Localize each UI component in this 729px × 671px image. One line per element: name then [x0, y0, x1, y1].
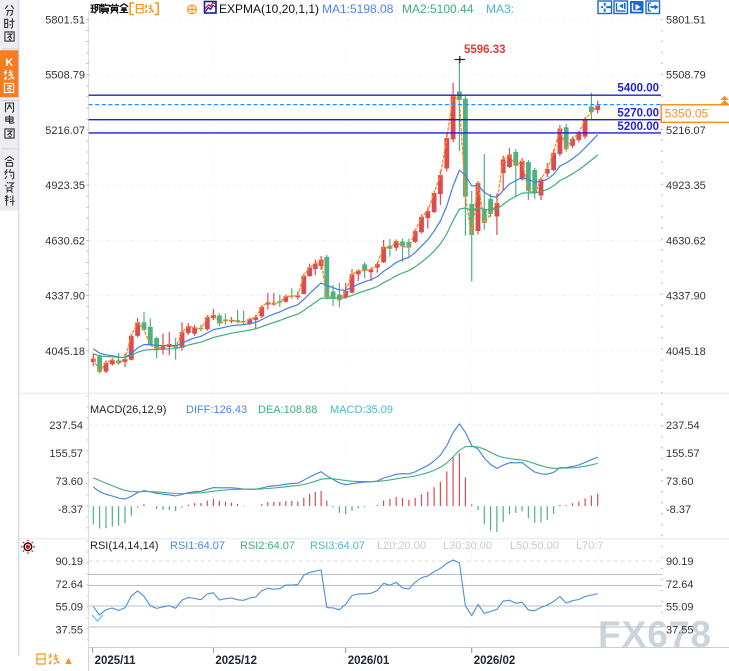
- svg-text:5270.00: 5270.00: [617, 108, 659, 120]
- svg-text:4045.18: 4045.18: [666, 346, 706, 358]
- svg-text:2026/01: 2026/01: [348, 655, 390, 667]
- svg-text:72.64: 72.64: [666, 579, 694, 591]
- svg-text:5400.00: 5400.00: [617, 82, 659, 94]
- svg-text:L30:30.00: L30:30.00: [443, 540, 492, 552]
- svg-text:5350.05: 5350.05: [665, 107, 709, 121]
- svg-text:73.60: 73.60: [666, 476, 694, 488]
- svg-text:5596.33: 5596.33: [464, 44, 506, 56]
- svg-text:MACD(26,12,9): MACD(26,12,9): [90, 404, 166, 416]
- svg-text:237.54: 237.54: [49, 420, 83, 432]
- svg-text:155.57: 155.57: [49, 448, 83, 460]
- svg-text:4923.35: 4923.35: [666, 180, 706, 192]
- svg-text:L70:7: L70:7: [576, 540, 604, 552]
- svg-text:L20:20.00: L20:20.00: [377, 540, 426, 552]
- svg-text:RSI2:64.07: RSI2:64.07: [240, 540, 295, 552]
- svg-text:4923.35: 4923.35: [45, 180, 85, 192]
- svg-text:4337.90: 4337.90: [45, 291, 85, 303]
- svg-text:-8.37: -8.37: [666, 504, 691, 516]
- svg-text:MA1:5198.08: MA1:5198.08: [322, 2, 394, 16]
- svg-text:RSI3:64.07: RSI3:64.07: [310, 540, 365, 552]
- svg-text:2025/12: 2025/12: [215, 655, 257, 667]
- svg-text:MA2:5100.44: MA2:5100.44: [402, 2, 474, 16]
- svg-text:55.09: 55.09: [666, 602, 694, 614]
- svg-text:5801.51: 5801.51: [45, 14, 85, 26]
- svg-text:DEA:108.88: DEA:108.88: [258, 404, 317, 416]
- svg-text:-8.37: -8.37: [58, 504, 83, 516]
- svg-text:2026/02: 2026/02: [474, 655, 516, 667]
- svg-text:5216.07: 5216.07: [45, 125, 85, 137]
- svg-text:4630.62: 4630.62: [45, 235, 85, 247]
- svg-text:155.57: 155.57: [666, 448, 700, 460]
- svg-text:5508.79: 5508.79: [666, 70, 706, 82]
- svg-text:5508.79: 5508.79: [45, 70, 85, 82]
- svg-text:FX678: FX678: [598, 614, 712, 655]
- svg-text:5216.07: 5216.07: [666, 125, 706, 137]
- svg-text:EXPMA(10,20,1,1): EXPMA(10,20,1,1): [219, 2, 319, 16]
- svg-text:MACD:35.09: MACD:35.09: [330, 404, 393, 416]
- svg-text:RSI(14,14,14): RSI(14,14,14): [90, 540, 158, 552]
- svg-text:2025/11: 2025/11: [95, 655, 137, 667]
- svg-text:90.19: 90.19: [666, 556, 694, 568]
- svg-text:K: K: [5, 57, 13, 69]
- svg-text:▲: ▲: [63, 655, 74, 667]
- svg-text:72.64: 72.64: [55, 579, 83, 591]
- svg-text:5200.00: 5200.00: [617, 121, 659, 133]
- svg-text:55.09: 55.09: [55, 602, 83, 614]
- svg-text:L50:50.00: L50:50.00: [510, 540, 559, 552]
- svg-text:237.54: 237.54: [666, 420, 700, 432]
- svg-text:73.60: 73.60: [55, 476, 83, 488]
- svg-text:90.19: 90.19: [55, 556, 83, 568]
- svg-text:RSI1:64.07: RSI1:64.07: [170, 540, 225, 552]
- svg-text:5801.51: 5801.51: [666, 14, 706, 26]
- svg-text:37.55: 37.55: [666, 624, 694, 636]
- svg-text:4045.18: 4045.18: [45, 346, 85, 358]
- svg-text:4337.90: 4337.90: [666, 291, 706, 303]
- svg-text:37.55: 37.55: [55, 624, 83, 636]
- svg-text:MA3:: MA3:: [486, 2, 514, 16]
- svg-text:DIFF:126.43: DIFF:126.43: [186, 404, 247, 416]
- svg-text:4630.62: 4630.62: [666, 235, 706, 247]
